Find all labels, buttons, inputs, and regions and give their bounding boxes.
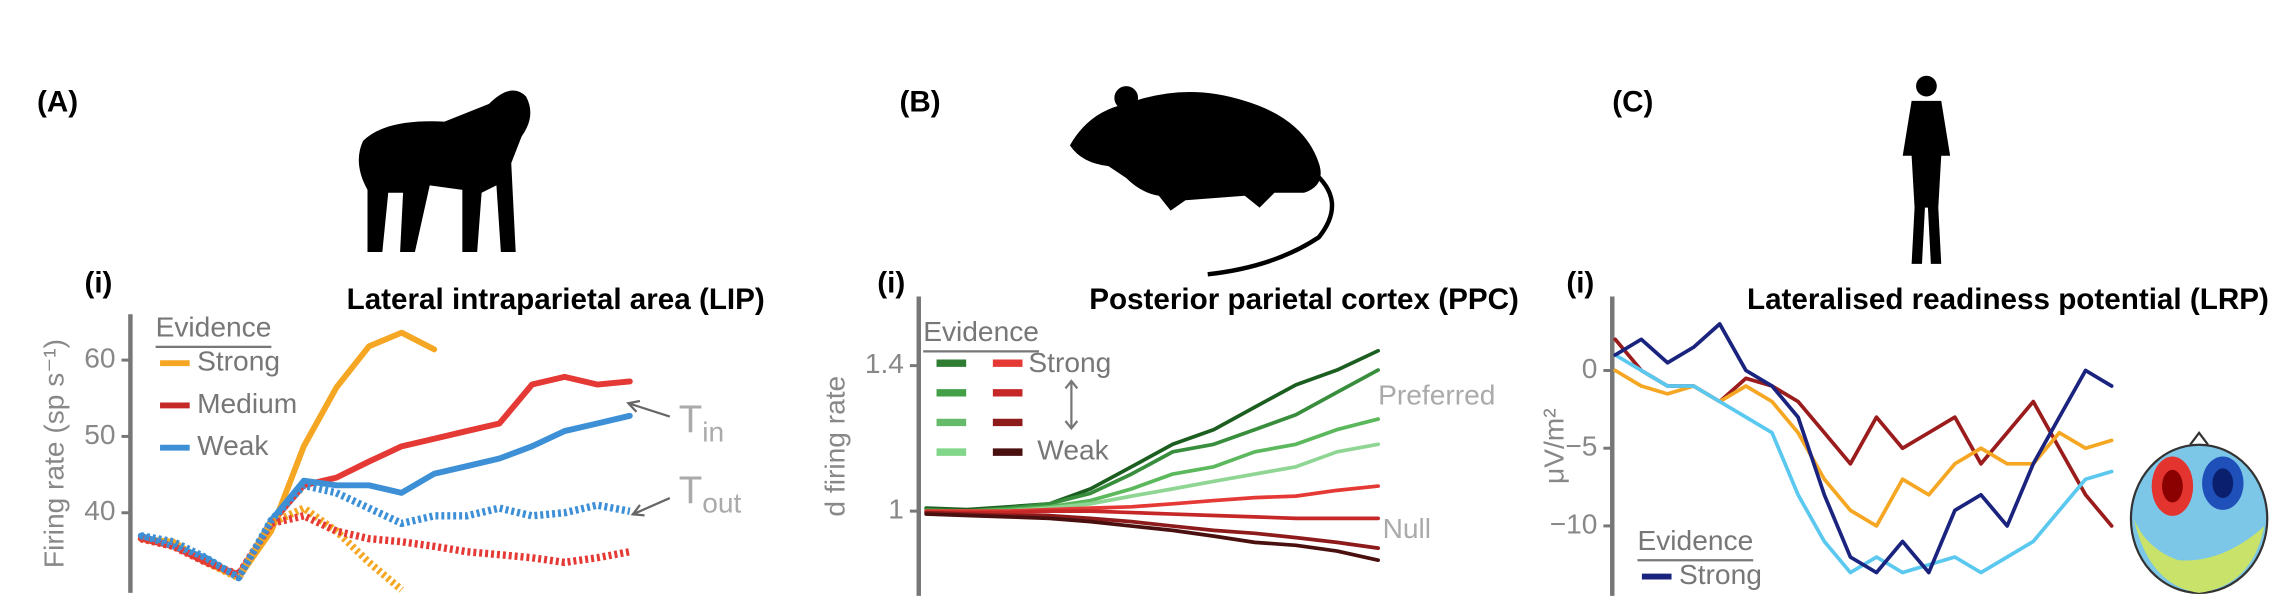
annotation-arrowhead bbox=[630, 504, 645, 517]
y-tick-label: 40 bbox=[84, 495, 115, 526]
annotation-arrowhead bbox=[626, 399, 641, 413]
data-line bbox=[1613, 322, 2114, 575]
subpanel-label: (i) bbox=[877, 266, 905, 299]
legend-label: Strong bbox=[197, 346, 280, 377]
y-tick-label: 1.4 bbox=[865, 348, 904, 379]
data-line bbox=[137, 329, 438, 581]
panel-label: (B) bbox=[899, 86, 940, 119]
data-line bbox=[924, 512, 1380, 562]
annotation: Tout bbox=[679, 470, 742, 519]
subpanel-label: (i) bbox=[1566, 266, 1594, 299]
annotation-main: T bbox=[679, 470, 703, 513]
annotation-arrow bbox=[632, 497, 671, 516]
human-silhouette bbox=[1902, 75, 1951, 264]
annotation-main: T bbox=[679, 399, 703, 442]
rat-silhouette bbox=[1069, 86, 1335, 277]
y-axis-label: d firing rate bbox=[820, 376, 851, 517]
y-tick-label: 50 bbox=[84, 419, 115, 450]
data-line bbox=[139, 512, 631, 579]
y-tick-label: −10 bbox=[1550, 508, 1598, 539]
data-line bbox=[140, 481, 631, 582]
y-tick-label: −5 bbox=[1565, 431, 1597, 462]
y-tick-label: 1 bbox=[888, 494, 904, 525]
annotation: Preferred bbox=[1378, 380, 1495, 411]
data-line bbox=[924, 348, 1380, 512]
data-line bbox=[1613, 337, 2114, 528]
annotation-sub: out bbox=[702, 488, 741, 519]
legend-title: Evidence bbox=[156, 312, 272, 343]
panel-label: (A) bbox=[37, 86, 78, 119]
legend-label: Strong bbox=[1028, 347, 1111, 378]
monkey-silhouette bbox=[358, 90, 531, 253]
legend-label: Medium bbox=[197, 388, 297, 419]
data-line bbox=[1613, 368, 2114, 528]
legend-label: Strong bbox=[1679, 559, 1762, 590]
annotation: Null bbox=[1383, 513, 1431, 544]
y-axis-label: μV/m² bbox=[1538, 408, 1569, 484]
chart-title: Posterior parietal cortex (PPC) bbox=[1089, 283, 1519, 316]
y-tick-label: 60 bbox=[84, 343, 115, 374]
annotation-arrow bbox=[627, 402, 671, 418]
legend-title: Evidence bbox=[923, 316, 1039, 347]
annotation-sub: in bbox=[702, 417, 724, 448]
data-line bbox=[137, 412, 633, 581]
y-axis-label: Firing rate (sp s⁻¹) bbox=[39, 339, 70, 568]
data-line bbox=[924, 509, 1380, 521]
y-tick-label: 0 bbox=[1582, 353, 1598, 384]
annotation: Tin bbox=[679, 399, 724, 448]
scalp-map bbox=[2129, 430, 2269, 595]
chart-title: Lateral intraparietal area (LIP) bbox=[347, 283, 765, 316]
data-line bbox=[924, 417, 1380, 513]
chart-title: Lateralised readiness potential (LRP) bbox=[1747, 283, 2269, 316]
panel-label: (C) bbox=[1612, 86, 1653, 119]
legend-title: Evidence bbox=[1637, 525, 1753, 556]
legend-label: Weak bbox=[197, 430, 269, 461]
legend-arrow bbox=[1064, 379, 1079, 431]
data-line bbox=[139, 504, 404, 593]
subpanel-label: (i) bbox=[84, 266, 112, 299]
legend-label: Weak bbox=[1037, 435, 1109, 466]
